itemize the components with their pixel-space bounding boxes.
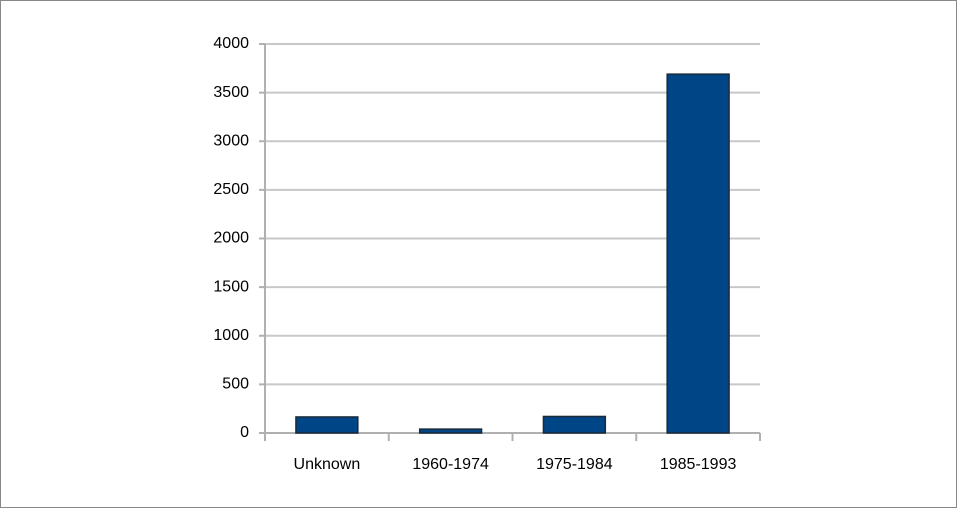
x-tick-label: Unknown bbox=[294, 456, 361, 473]
bar bbox=[666, 73, 730, 434]
y-tick-label: 3500 bbox=[213, 84, 249, 101]
y-tick-label: 3000 bbox=[213, 132, 249, 149]
y-tick-label: 4000 bbox=[213, 35, 249, 52]
bar bbox=[418, 428, 483, 434]
y-tick-label: 1000 bbox=[213, 327, 249, 344]
bar bbox=[542, 415, 607, 434]
x-tick-label: 1975-1984 bbox=[536, 456, 613, 473]
y-tick-label: 1500 bbox=[213, 278, 249, 295]
bar bbox=[295, 416, 359, 434]
y-tick-label: 2500 bbox=[213, 181, 249, 198]
y-tick-label: 0 bbox=[240, 424, 249, 441]
y-tick-label: 2000 bbox=[213, 230, 249, 247]
x-tick-label: 1960-1974 bbox=[412, 456, 489, 473]
y-tick-label: 500 bbox=[222, 376, 249, 393]
x-tick-label: 1985-1993 bbox=[660, 456, 737, 473]
